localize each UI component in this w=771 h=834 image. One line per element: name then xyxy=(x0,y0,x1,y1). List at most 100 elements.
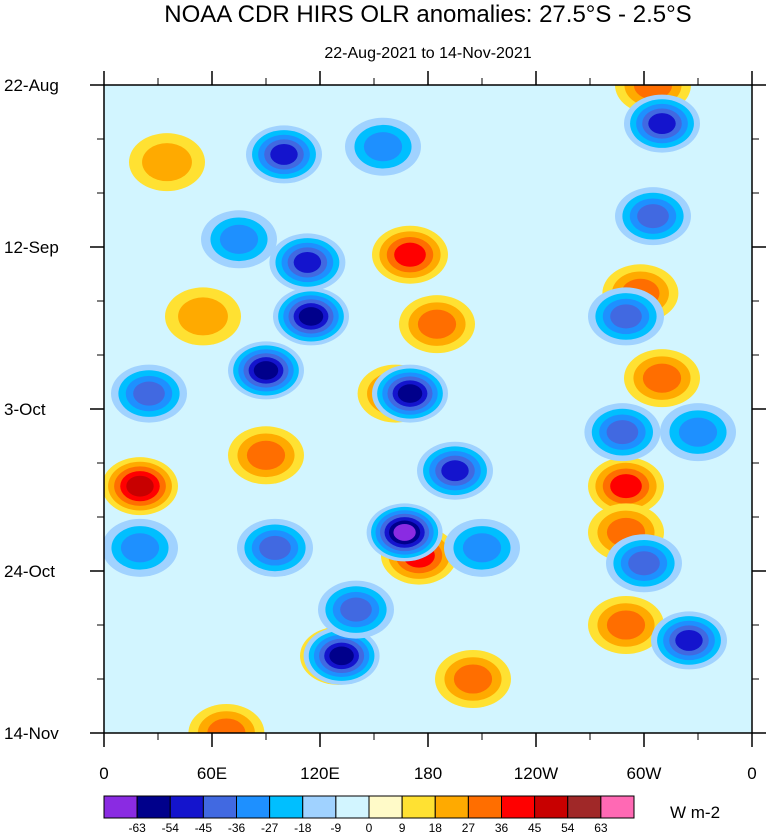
anomaly-feature xyxy=(345,117,421,176)
anomaly-feature xyxy=(606,534,682,593)
colorbar-swatch xyxy=(302,795,337,819)
colorbar-swatch xyxy=(434,795,469,819)
colorbar-swatch xyxy=(103,795,138,819)
anomaly-feature xyxy=(303,626,380,685)
colorbar-label: 36 xyxy=(495,821,509,834)
colorbar-label: -36 xyxy=(228,821,246,834)
colorbar-label: 45 xyxy=(528,821,542,834)
anomaly-contour xyxy=(133,381,165,406)
colorbar-swatch xyxy=(335,795,370,819)
anomaly-feature xyxy=(444,518,520,577)
chart-title: NOAA CDR HIRS OLR anomalies: 27.5°S - 2.… xyxy=(164,1,691,28)
x-tick-label: 60E xyxy=(197,764,227,783)
anomaly-feature xyxy=(584,403,661,462)
anomaly-feature xyxy=(228,341,304,400)
colorbar-swatch xyxy=(401,795,436,819)
anomaly-feature xyxy=(588,287,664,346)
colorbar-swatch xyxy=(202,795,237,819)
anomaly-contour xyxy=(642,363,682,393)
anomaly-contour xyxy=(453,664,493,694)
anomaly-contour xyxy=(678,417,718,447)
x-tick-label: 120E xyxy=(300,764,340,783)
y-tick-label: 3-Oct xyxy=(4,400,46,419)
colorbar-label: -27 xyxy=(261,821,279,834)
anomaly-feature xyxy=(246,125,322,184)
anomaly-contour xyxy=(648,113,676,134)
x-tick-label: 0 xyxy=(99,764,108,783)
colorbar: -63 -54 -45 -36 -27 -18 -9 0 9 18 27 36 45 54 63 xyxy=(103,795,635,834)
x-axis: 0 60E 120E 180 120W 60W 0 xyxy=(99,71,757,783)
colorbar-label: 27 xyxy=(462,821,476,834)
anomaly-contour xyxy=(628,551,660,576)
anomaly-feature xyxy=(372,364,448,423)
anomaly-feature xyxy=(104,457,178,516)
anomaly-feature xyxy=(660,403,736,462)
colorbar-label: -9 xyxy=(331,821,342,834)
anomaly-feature xyxy=(269,233,346,292)
anomaly-contour xyxy=(120,533,160,563)
anomaly-contour xyxy=(606,610,646,640)
colorbar-swatch xyxy=(136,795,171,819)
anomaly-feature xyxy=(624,94,700,153)
anomaly-contour xyxy=(259,535,291,560)
anomaly-contour xyxy=(441,460,469,482)
x-tick-label: 0 xyxy=(747,764,756,783)
x-tick-label: 60W xyxy=(627,764,662,783)
anomaly-contour xyxy=(178,297,228,336)
anomaly-feature xyxy=(417,441,493,500)
anomaly-contour xyxy=(270,144,298,165)
anomaly-contour xyxy=(142,143,192,182)
anomaly-feature xyxy=(372,225,448,284)
colorbar-label: -18 xyxy=(294,821,312,834)
anomaly-contour xyxy=(329,646,354,666)
y-tick-label: 12-Sep xyxy=(4,238,59,257)
anomaly-feature xyxy=(104,518,178,577)
anomaly-feature xyxy=(228,426,304,485)
anomaly-feature xyxy=(435,650,511,708)
anomaly-feature xyxy=(165,287,241,346)
anomaly-contour xyxy=(417,309,457,339)
anomaly-contour xyxy=(298,307,324,326)
y-tick-label: 24-Oct xyxy=(4,562,55,581)
colorbar-swatch xyxy=(567,795,602,819)
y-tick-label: 14-Nov xyxy=(4,724,59,743)
chart-subtitle: 22-Aug-2021 to 14-Nov-2021 xyxy=(324,45,531,62)
y-tick-label: 22-Aug xyxy=(4,76,59,95)
colorbar-label: 54 xyxy=(561,821,575,834)
anomaly-feature xyxy=(588,596,664,654)
anomaly-contour xyxy=(397,384,423,403)
anomaly-feature xyxy=(366,503,443,562)
colorbar-units: W m-2 xyxy=(670,803,720,822)
anomaly-feature xyxy=(651,611,727,670)
anomaly-contour xyxy=(393,523,416,541)
anomaly-contour xyxy=(363,132,403,162)
anomaly-feature xyxy=(588,457,664,516)
colorbar-label: -54 xyxy=(162,821,180,834)
colorbar-label: -45 xyxy=(195,821,213,834)
anomaly-contour xyxy=(394,242,426,267)
y-axis: 22-Aug 12-Sep 3-Oct 24-Oct 14-Nov xyxy=(4,76,766,743)
anomaly-contour xyxy=(637,204,669,229)
x-tick-label: 120W xyxy=(514,764,558,783)
colorbar-swatch xyxy=(236,795,271,819)
anomaly-contour xyxy=(246,440,286,470)
anomaly-contour xyxy=(340,597,372,622)
colorbar-label: 63 xyxy=(594,821,608,834)
anomaly-feature xyxy=(273,287,349,346)
x-tick-label: 180 xyxy=(414,764,442,783)
anomaly-feature xyxy=(615,187,691,246)
anomaly-feature xyxy=(188,704,265,733)
anomaly-feature xyxy=(237,518,313,577)
anomaly-feature xyxy=(111,364,187,423)
colorbar-swatch xyxy=(269,795,304,819)
anomaly-contour xyxy=(675,630,703,651)
anomaly-contour xyxy=(293,251,322,273)
anomaly-contour xyxy=(610,304,642,329)
anomaly-contour xyxy=(126,475,154,497)
anomaly-contour xyxy=(253,361,279,380)
anomaly-contour xyxy=(462,533,502,563)
anomaly-feature xyxy=(318,580,394,639)
anomaly-feature xyxy=(399,295,475,354)
anomaly-feature xyxy=(201,210,277,269)
